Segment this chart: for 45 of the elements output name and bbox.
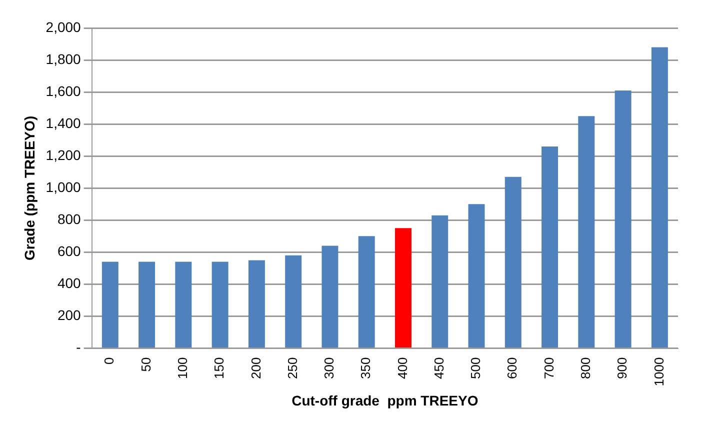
- x-axis-title: Cut-off grade ppm TREEYO: [292, 392, 478, 408]
- y-tick-label: 600: [57, 243, 82, 260]
- x-tick-label: 450: [431, 357, 446, 379]
- x-tick-label: 400: [394, 357, 410, 379]
- x-tick-label: 300: [322, 357, 337, 379]
- y-tick-label: 800: [57, 211, 82, 228]
- y-tick-label: -: [76, 339, 82, 356]
- x-tick-label: 900: [614, 357, 630, 379]
- y-tick-label: 1,600: [46, 82, 82, 99]
- bar: [542, 146, 558, 348]
- x-tick-label: 0: [102, 357, 117, 365]
- x-tick-label: 500: [468, 357, 484, 379]
- x-tick-label: 1000: [651, 357, 666, 386]
- x-tick-label: 800: [578, 357, 593, 379]
- bar: [175, 262, 192, 348]
- x-tick-label: 200: [248, 357, 264, 379]
- bar: [651, 47, 668, 348]
- x-tick-label: 150: [212, 357, 227, 379]
- bar: [102, 262, 118, 348]
- x-tick-label: 600: [504, 357, 520, 379]
- bar: [358, 236, 375, 348]
- bar: [248, 260, 265, 348]
- bar: [285, 255, 302, 348]
- x-tick-label: 700: [541, 357, 556, 379]
- bar: [432, 215, 448, 348]
- bar: [322, 246, 338, 348]
- y-axis-title: Grade (ppm TREEYO): [21, 116, 38, 260]
- x-tick-label: 350: [358, 357, 374, 379]
- y-tick-label: 1,200: [46, 146, 82, 163]
- bar: [578, 116, 595, 348]
- y-tick-label: 200: [57, 307, 82, 324]
- bar: [468, 204, 485, 348]
- bar: [614, 90, 632, 348]
- x-tick-label: 100: [175, 357, 190, 379]
- bar: [138, 262, 156, 348]
- bar: [212, 262, 228, 348]
- x-tick-label: 50: [138, 357, 154, 372]
- bar: [394, 228, 412, 348]
- y-tick-label: 1,400: [46, 114, 82, 131]
- y-tick-label: 400: [57, 275, 82, 292]
- y-tick-label: 2,000: [46, 18, 82, 35]
- x-tick-label: 250: [284, 357, 300, 379]
- y-tick-label: 1,000: [46, 179, 82, 195]
- bar: [504, 176, 522, 348]
- y-tick-label: 1,800: [46, 50, 82, 67]
